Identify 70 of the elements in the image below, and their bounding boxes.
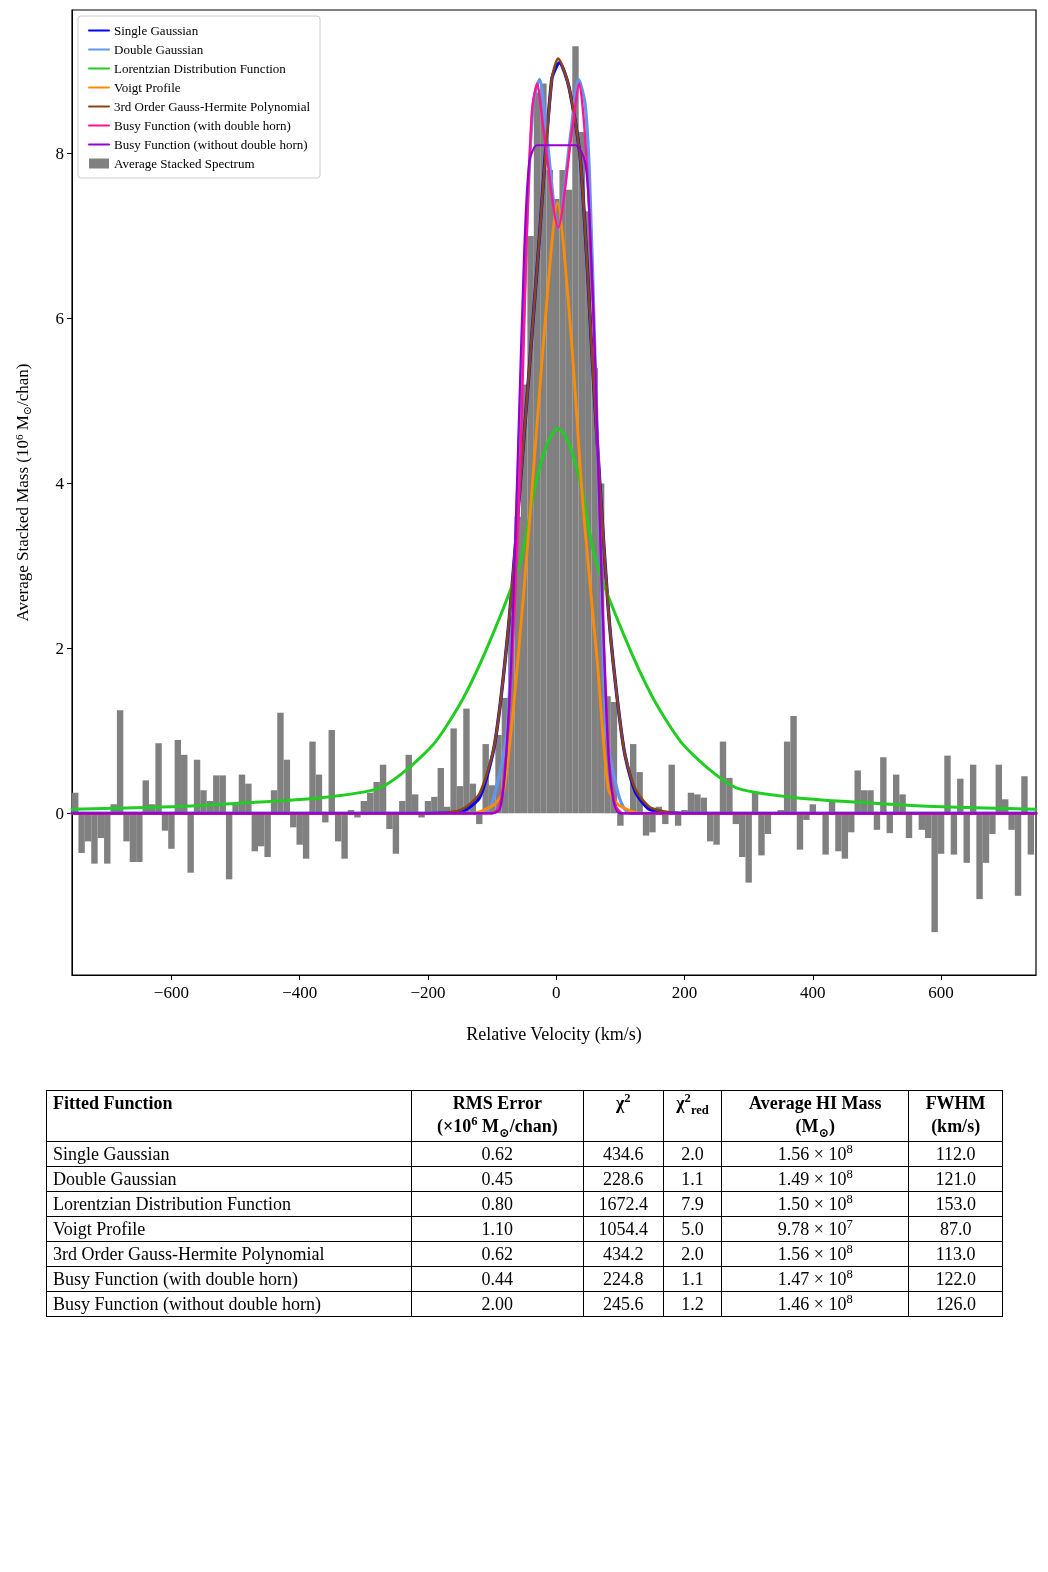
text: 2.0 xyxy=(663,1141,722,1167)
x-tick-label: −200 xyxy=(410,983,446,1002)
text: 0.80 xyxy=(411,1191,584,1217)
x-tick-label: 0 xyxy=(551,983,561,1002)
x-axis-title: Relative Velocity (km/s) xyxy=(466,1024,642,1045)
legend-label: Single Gaussian xyxy=(114,23,199,38)
text: 0.45 xyxy=(411,1166,584,1192)
text: 1054.4 xyxy=(583,1216,664,1242)
text: 87.0 xyxy=(908,1216,1003,1242)
legend-label: Lorentzian Distribution Function xyxy=(114,61,287,76)
text: 228.6 xyxy=(583,1166,664,1192)
text: 7.9 xyxy=(663,1191,722,1217)
y-tick-label: 0 xyxy=(55,803,64,823)
x-tick-label: 400 xyxy=(800,983,826,1002)
text: Voigt Profile xyxy=(46,1216,412,1242)
text: FWHM (km/s) xyxy=(908,1090,1003,1142)
text: 126.0 xyxy=(908,1291,1003,1317)
legend-label: Busy Function (with double horn) xyxy=(114,118,291,133)
text: Average HI Mass (M$_{⊙}$) xyxy=(721,1090,909,1142)
line-series xyxy=(70,426,1038,811)
legend-label: Busy Function (without double horn) xyxy=(114,137,308,152)
text: 1.50 × 10$^{8}$ xyxy=(721,1191,909,1217)
text: 1.56 × 10$^{8}$ xyxy=(721,1141,909,1167)
text: 1.1 xyxy=(663,1266,722,1292)
legend-label: Voigt Profile xyxy=(114,80,181,95)
text: 1.47 × 10$^{8}$ xyxy=(721,1266,909,1292)
text: 112.0 xyxy=(908,1141,1003,1167)
text: 1.1 xyxy=(663,1166,722,1192)
legend-label: Average Stacked Spectrum xyxy=(114,156,255,171)
text: 434.6 xyxy=(583,1141,664,1167)
y-tick-label: 8 xyxy=(55,144,64,164)
text: Busy Function (without double horn) xyxy=(46,1291,412,1317)
text: 122.0 xyxy=(908,1266,1003,1292)
text: 1.49 × 10$^{8}$ xyxy=(721,1166,909,1192)
x-tick-label: −400 xyxy=(282,983,318,1002)
text: 153.0 xyxy=(908,1191,1003,1217)
text: 2.00 xyxy=(411,1291,584,1317)
text: 121.0 xyxy=(908,1166,1003,1192)
text: 1.56 × 10$^{8}$ xyxy=(721,1241,909,1267)
text: 1.10 xyxy=(411,1216,584,1242)
text: Single Gaussian xyxy=(46,1141,412,1167)
text: χ$^{2}$ xyxy=(583,1090,664,1142)
x-tick-label: 200 xyxy=(671,983,698,1002)
text: 9.78 × 10$^{7}$ xyxy=(721,1216,909,1242)
text: 113.0 xyxy=(908,1241,1003,1267)
legend-label: Double Gaussian xyxy=(114,42,204,57)
text: Fitted Function xyxy=(46,1090,412,1142)
text: 1672.4 xyxy=(583,1191,664,1217)
text: 245.6 xyxy=(583,1291,664,1317)
text: Lorentzian Distribution Function xyxy=(46,1191,412,1217)
text: 5.0 xyxy=(663,1216,722,1242)
text: 0.62 xyxy=(411,1141,584,1167)
text: 3rd Order Gauss-Hermite Polynomial xyxy=(46,1241,412,1267)
legend-label: 3rd Order Gauss-Hermite Polynomial xyxy=(114,99,311,114)
x-tick-label: 600 xyxy=(928,983,954,1002)
y-tick-label: 2 xyxy=(55,638,64,658)
text: 0.44 xyxy=(411,1266,584,1292)
text: Busy Function (with double horn) xyxy=(46,1266,412,1292)
text: 434.2 xyxy=(583,1241,664,1267)
text: 1.46 × 10$^{8}$ xyxy=(721,1291,909,1317)
y-axis-title: Average Stacked Mass (106 M⊙/chan) xyxy=(12,363,33,622)
text: 1.2 xyxy=(663,1291,722,1317)
text: 224.8 xyxy=(583,1266,664,1292)
text: 2.0 xyxy=(663,1241,722,1267)
text: Double Gaussian xyxy=(46,1166,412,1192)
text: 0.62 xyxy=(411,1241,584,1267)
text: RMS Error (×10$^{6}$ M$_{⊙}$/chan) xyxy=(411,1090,584,1142)
y-tick-label: 4 xyxy=(55,473,65,493)
x-tick-label: −600 xyxy=(153,983,189,1002)
y-tick-label: 6 xyxy=(55,308,64,328)
